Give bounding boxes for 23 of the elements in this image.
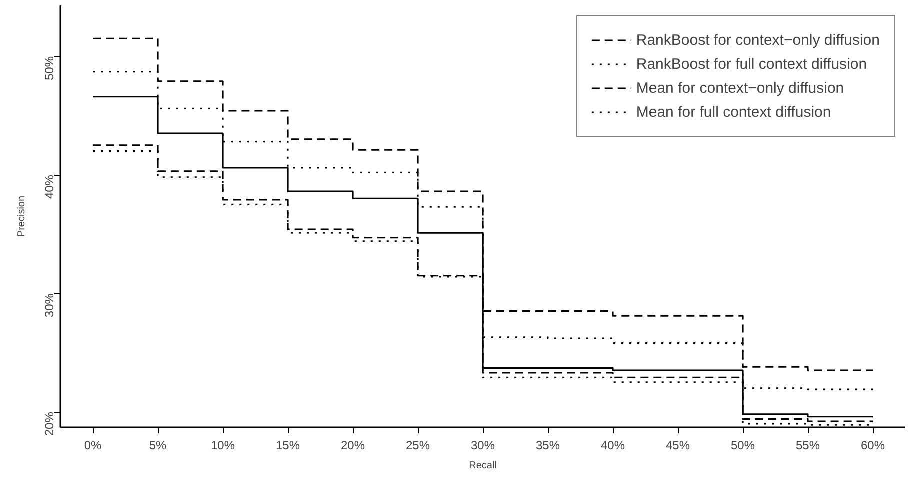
legend-label: RankBoost for full context diffusion bbox=[636, 56, 868, 72]
x-tick-label: 20% bbox=[340, 438, 366, 452]
x-tick-label: 30% bbox=[470, 438, 496, 452]
x-tick-label: 35% bbox=[536, 438, 560, 452]
y-tick-label: 40% bbox=[42, 174, 56, 200]
x-tick-label: 5% bbox=[149, 438, 167, 452]
legend-label: Mean for context−only diffusion bbox=[636, 80, 844, 96]
y-axis-title: Precision bbox=[16, 196, 28, 238]
x-tick-label: 60% bbox=[860, 438, 886, 452]
x-tick-label: 25% bbox=[406, 438, 430, 452]
x-tick-label: 0% bbox=[84, 438, 102, 452]
legend-label: Mean for full context diffusion bbox=[636, 104, 832, 120]
y-tick-label: 50% bbox=[42, 56, 56, 80]
x-tick-label: 55% bbox=[796, 438, 820, 452]
x-tick-label: 10% bbox=[210, 438, 236, 452]
legend-label: RankBoost for context−only diffusion bbox=[636, 32, 880, 48]
y-tick-label: 20% bbox=[42, 412, 56, 436]
x-tick-label: 50% bbox=[730, 438, 756, 452]
y-tick-label: 30% bbox=[42, 293, 56, 318]
x-axis-title: Recall bbox=[469, 460, 497, 472]
x-tick-label: 45% bbox=[666, 438, 690, 452]
x-tick-label: 40% bbox=[600, 438, 626, 452]
x-tick-label: 15% bbox=[276, 438, 300, 452]
